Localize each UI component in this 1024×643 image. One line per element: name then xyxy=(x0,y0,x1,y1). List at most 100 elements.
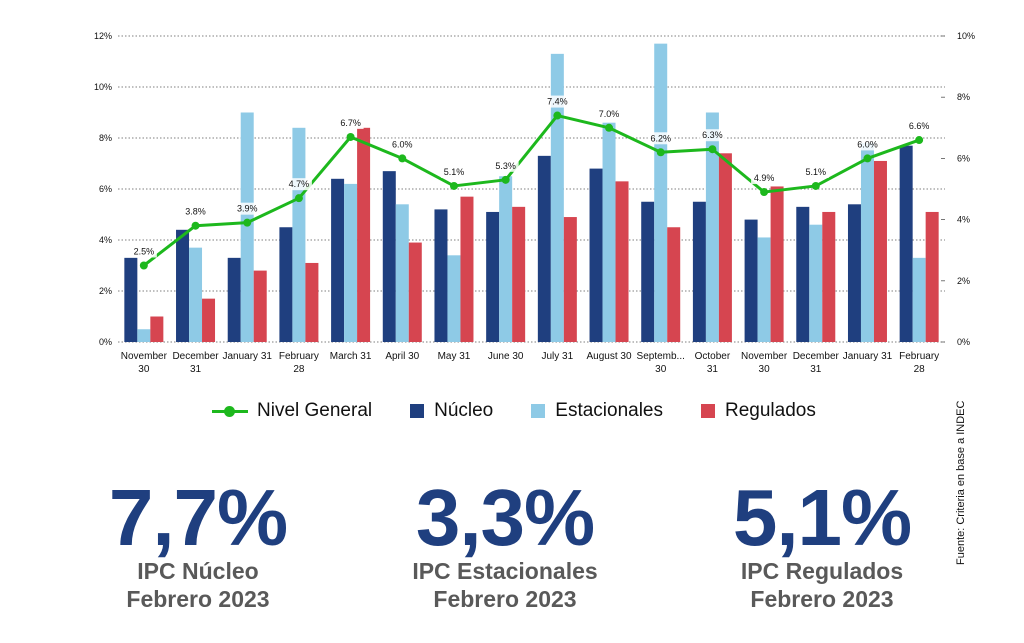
x-tick-label: 28 xyxy=(293,364,305,375)
point-nivel-general xyxy=(656,148,665,157)
kpi-regulados: 5,1% IPC Regulados Febrero 2023 xyxy=(672,478,972,613)
bar-núcleo xyxy=(796,206,810,342)
x-tick-label: December xyxy=(793,351,840,362)
bar-regulados xyxy=(718,153,732,342)
data-label: 7.0% xyxy=(599,109,620,119)
kpi-period: Febrero 2023 xyxy=(750,585,894,612)
bar-estacionales xyxy=(809,224,823,342)
bar-núcleo xyxy=(227,257,241,342)
kpi-value: 5,1% xyxy=(732,473,912,562)
y-right-tick-label: 10% xyxy=(957,31,975,41)
point-nivel-general xyxy=(708,145,717,154)
data-label: 2.5% xyxy=(134,247,155,257)
bar-estacionales xyxy=(860,143,874,342)
data-label-bg xyxy=(389,138,416,151)
x-tick-label: 28 xyxy=(914,364,926,375)
bar-regulados xyxy=(460,196,474,342)
y-right-tick-label: 8% xyxy=(957,92,970,102)
data-label: 5.1% xyxy=(444,167,465,177)
kpi-period: Febrero 2023 xyxy=(126,585,270,612)
bar-regulados xyxy=(357,127,371,342)
bar-núcleo xyxy=(537,155,551,342)
data-label-bg xyxy=(854,138,881,151)
point-nivel-general xyxy=(398,154,407,163)
data-label-bg xyxy=(130,245,157,258)
data-label-bg xyxy=(647,132,674,145)
x-tick-label: 31 xyxy=(190,364,202,375)
x-tick-label: January 31 xyxy=(222,351,272,362)
ipc-chart: 0% 2% 4% 6% 8% 10% 12% 0% 2% 4% 6% 8% 10% November 30 D… xyxy=(94,31,975,375)
data-label: 6.6% xyxy=(909,121,930,131)
point-nivel-general xyxy=(811,181,820,190)
bar-estacionales xyxy=(602,122,616,342)
legend-label: Estacionales xyxy=(555,400,663,421)
bar-núcleo xyxy=(382,171,396,342)
y-right-tick-label: 6% xyxy=(957,153,970,163)
data-label: 6.0% xyxy=(857,139,878,149)
data-label: 6.3% xyxy=(702,130,723,140)
x-tick-label: 31 xyxy=(810,364,822,375)
data-label-bg xyxy=(182,205,209,218)
bar-núcleo xyxy=(279,227,293,342)
bar-estacionales xyxy=(292,127,306,342)
kpi-period: Febrero 2023 xyxy=(433,585,577,612)
y-left-tick-label: 10% xyxy=(94,82,112,92)
data-label: 6.2% xyxy=(650,133,671,143)
point-nivel-general xyxy=(605,123,614,132)
data-label-bg xyxy=(337,116,364,129)
point-nivel-general xyxy=(863,154,872,163)
bar-regulados xyxy=(563,217,577,342)
y-left-tick-label: 2% xyxy=(99,286,112,296)
kpi-value: 3,3% xyxy=(415,473,595,562)
data-label: 3.9% xyxy=(237,204,258,214)
kpi-label: IPC Estacionales xyxy=(412,558,598,584)
x-tick-label: June 30 xyxy=(488,351,524,362)
kpi-estacionales: 3,3% IPC Estacionales Febrero 2023 xyxy=(355,478,655,613)
x-tick-label: July 31 xyxy=(542,351,574,362)
data-label-bg xyxy=(544,95,571,108)
point-nivel-general xyxy=(915,136,924,145)
bar-estacionales xyxy=(499,176,513,342)
x-tick-label: February xyxy=(279,351,319,362)
legend-dot xyxy=(224,405,235,417)
kpi-value: 7,7% xyxy=(108,473,288,562)
bar-regulados xyxy=(202,298,216,342)
legend-item-regulados: Regulados xyxy=(701,400,816,422)
data-label: 5.3% xyxy=(495,161,516,171)
x-tick-label: October xyxy=(695,351,731,362)
data-label-bg xyxy=(596,107,623,120)
bar-regulados xyxy=(925,211,939,342)
bar-núcleo xyxy=(486,211,500,342)
bar-núcleo xyxy=(899,145,913,342)
point-nivel-general xyxy=(501,175,510,184)
bar-estacionales xyxy=(757,237,771,342)
point-nivel-general xyxy=(139,261,148,270)
bar-estacionales xyxy=(240,112,254,342)
y-right-tick-label: 4% xyxy=(957,215,970,225)
bar-estacionales xyxy=(705,112,719,342)
bar-núcleo xyxy=(176,229,190,342)
y-left-tick-label: 12% xyxy=(94,31,112,41)
data-label-bg xyxy=(802,165,829,178)
x-tick-label: 31 xyxy=(707,364,719,375)
data-label-bg xyxy=(492,159,519,172)
legend-swatch xyxy=(701,404,715,418)
data-label-bg xyxy=(234,202,261,215)
data-label-bg xyxy=(906,120,933,133)
data-label: 5.1% xyxy=(806,167,827,177)
bar-regulados xyxy=(770,186,784,342)
point-nivel-general xyxy=(553,111,562,120)
kpi-nucleo: 7,7% IPC Núcleo Febrero 2023 xyxy=(48,478,348,613)
bar-núcleo xyxy=(331,178,345,342)
x-tick-label: April 30 xyxy=(385,351,419,362)
bar-núcleo xyxy=(692,201,706,342)
data-label-bg xyxy=(699,129,726,142)
bar-regulados xyxy=(305,262,319,342)
source-note: Fuente: Criteria en base a INDEC xyxy=(955,400,967,565)
chart-legend: Nivel General Núcleo Estacionales Regula… xyxy=(212,400,854,422)
bar-núcleo xyxy=(641,201,655,342)
data-label: 7.4% xyxy=(547,97,568,107)
legend-swatch xyxy=(531,404,546,418)
bar-regulados xyxy=(615,181,629,342)
legend-label: Nivel General xyxy=(257,400,373,421)
